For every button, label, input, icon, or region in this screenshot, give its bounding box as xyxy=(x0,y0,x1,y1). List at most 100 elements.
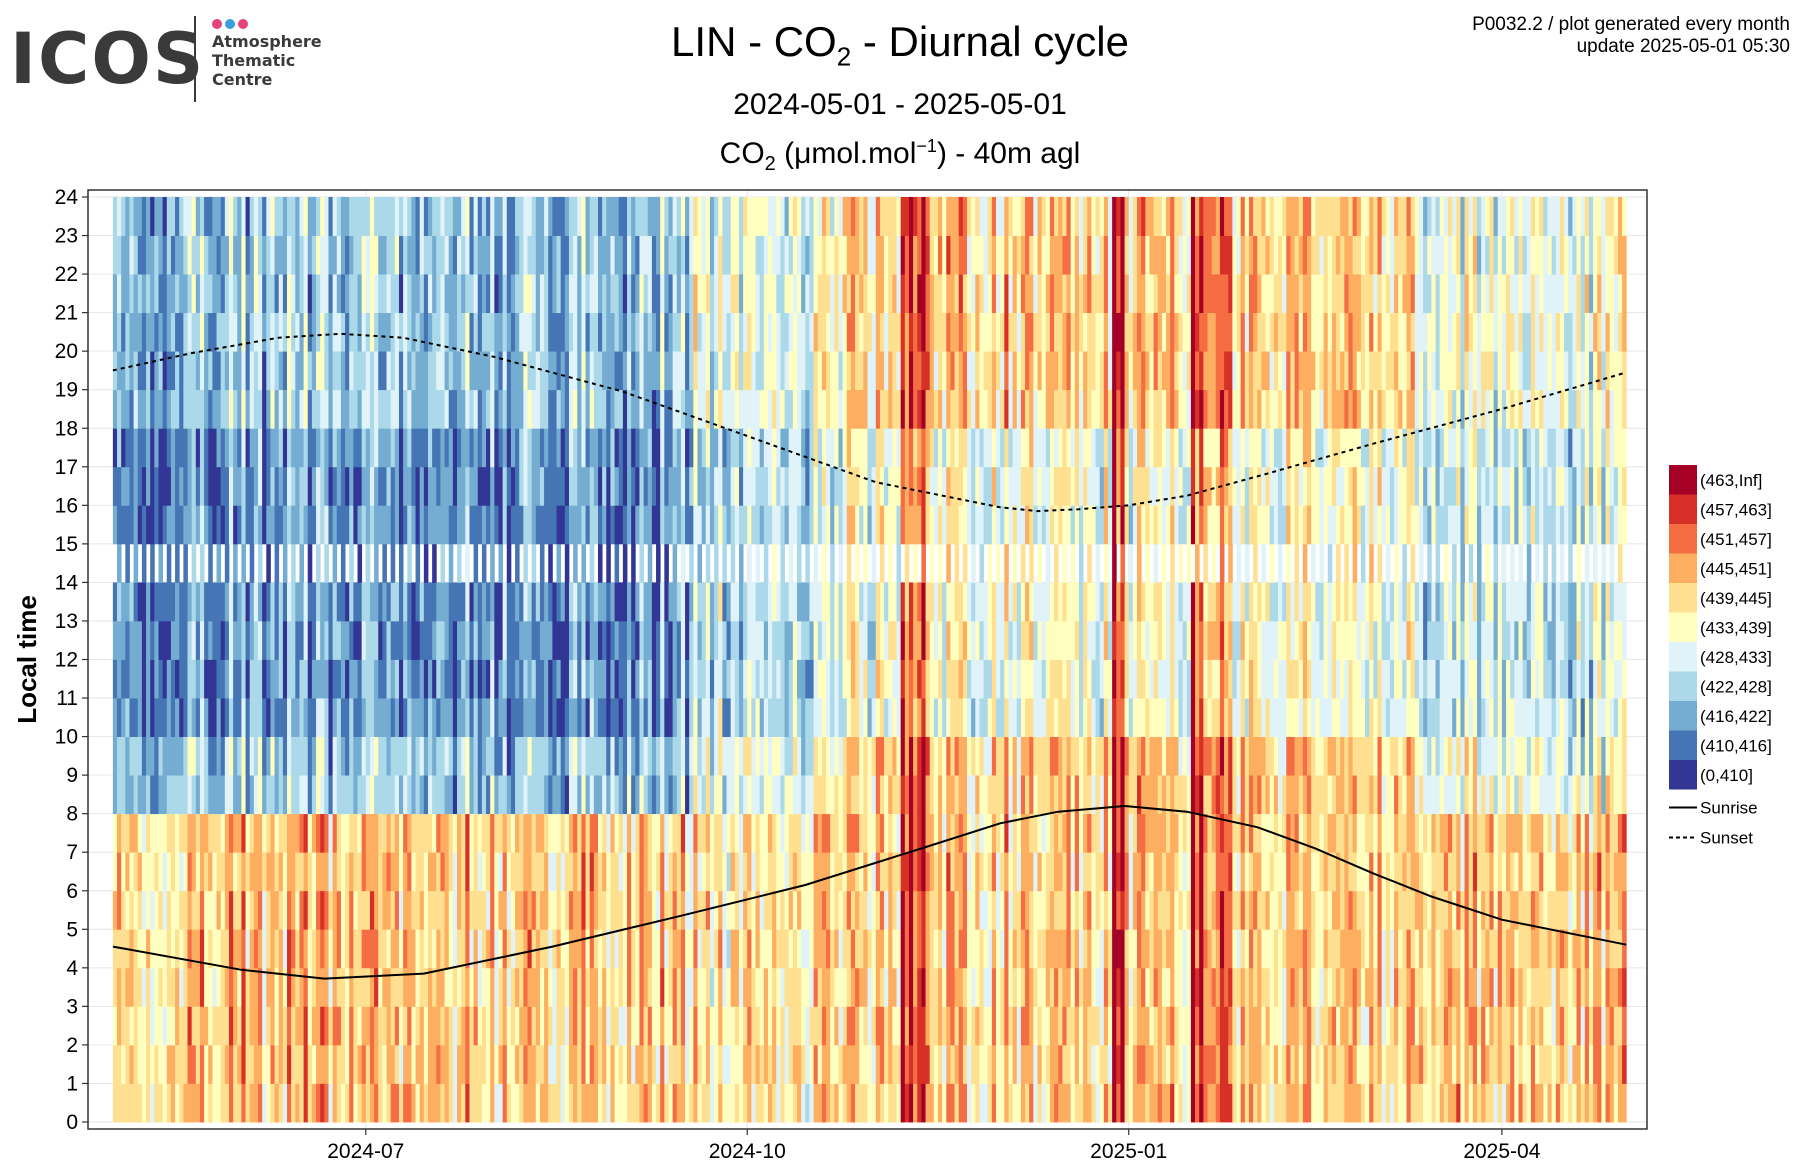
heatmap-cell xyxy=(813,698,819,737)
heatmap-cell xyxy=(237,620,242,660)
heatmap-cell xyxy=(307,775,313,815)
heatmap-cell xyxy=(958,505,964,545)
heatmap-cell xyxy=(917,852,922,892)
heatmap-cell xyxy=(212,775,217,815)
heatmap-cell xyxy=(378,1006,383,1046)
heatmap-cell xyxy=(407,505,412,545)
heatmap-cell xyxy=(776,274,781,314)
heatmap-cell xyxy=(515,775,520,815)
heatmap-cell xyxy=(967,929,972,969)
heatmap-cell xyxy=(299,852,305,892)
heatmap-cell xyxy=(975,582,980,622)
heatmap-cell xyxy=(357,890,363,930)
heatmap-cell xyxy=(767,890,773,930)
heatmap-cell xyxy=(183,967,188,1007)
heatmap-cell xyxy=(506,543,512,583)
heatmap-cell xyxy=(676,659,682,699)
heatmap-cell xyxy=(937,1083,943,1123)
heatmap-cell xyxy=(614,1006,620,1046)
heatmap-cell xyxy=(755,1044,761,1084)
heatmap-cell xyxy=(975,813,980,853)
heatmap-cell xyxy=(855,698,860,737)
heatmap-cell xyxy=(220,929,226,969)
heatmap-cell xyxy=(133,852,139,892)
heatmap-cell xyxy=(133,620,139,660)
heatmap-cell xyxy=(249,1083,255,1123)
heatmap-cell xyxy=(606,197,611,236)
heatmap-cell xyxy=(734,351,740,391)
heatmap-cell xyxy=(208,505,213,545)
heatmap-cell xyxy=(175,659,180,699)
heatmap-cell xyxy=(614,197,620,236)
heatmap-cell xyxy=(117,582,122,622)
heatmap-cell xyxy=(311,852,317,892)
heatmap-cell xyxy=(436,967,441,1007)
heatmap-cell xyxy=(233,852,238,892)
heatmap-cell xyxy=(859,428,864,468)
heatmap-cell xyxy=(523,967,528,1007)
heatmap-cell xyxy=(303,312,309,352)
heatmap-cell xyxy=(701,466,707,506)
heatmap-cell xyxy=(390,775,396,815)
heatmap-cell xyxy=(519,235,524,275)
heatmap-cell xyxy=(195,197,201,236)
heatmap-cell xyxy=(216,351,222,391)
heatmap-cell xyxy=(593,389,599,429)
heatmap-cell xyxy=(933,813,939,853)
heatmap-cell xyxy=(519,428,524,468)
heatmap-cell xyxy=(125,1044,130,1084)
heatmap-cell xyxy=(365,1083,371,1123)
heatmap-cell xyxy=(303,235,309,275)
heatmap-cell xyxy=(676,312,682,352)
heatmap-cell xyxy=(772,274,777,314)
heatmap-cell xyxy=(606,775,611,815)
heatmap-cell xyxy=(664,312,669,352)
heatmap-cell xyxy=(647,505,653,545)
heatmap-cell xyxy=(519,929,524,969)
heatmap-cell xyxy=(904,235,910,275)
heatmap-cell xyxy=(469,197,475,236)
heatmap-cell xyxy=(394,929,400,969)
heatmap-cell xyxy=(452,197,458,236)
heatmap-cell xyxy=(378,620,383,660)
heatmap-cell xyxy=(875,466,881,506)
heatmap-cell xyxy=(498,351,504,391)
heatmap-cell xyxy=(776,1083,781,1123)
heatmap-cell xyxy=(158,274,164,314)
heatmap-cell xyxy=(933,852,939,892)
heatmap-cell xyxy=(224,698,230,737)
heatmap-cell xyxy=(535,1006,541,1046)
heatmap-cell xyxy=(436,775,441,815)
heatmap-cell xyxy=(154,351,159,391)
heatmap-cell xyxy=(357,505,363,545)
heatmap-cell xyxy=(672,775,678,815)
heatmap-cell xyxy=(427,659,433,699)
heatmap-cell xyxy=(332,505,338,545)
heatmap-cell xyxy=(958,197,964,236)
heatmap-cell xyxy=(340,235,346,275)
heatmap-cell xyxy=(129,197,135,236)
heatmap-cell xyxy=(830,312,835,352)
heatmap-cell xyxy=(689,505,694,545)
heatmap-cell xyxy=(826,775,831,815)
heatmap-cell xyxy=(523,428,528,468)
heatmap-cell xyxy=(436,505,441,545)
heatmap-cell xyxy=(643,312,649,352)
heatmap-cell xyxy=(896,582,902,622)
heatmap-cell xyxy=(461,312,466,352)
heatmap-cell xyxy=(258,389,263,429)
heatmap-cell xyxy=(187,351,193,391)
heatmap-cell xyxy=(419,197,425,236)
heatmap-cell xyxy=(925,620,931,660)
heatmap-cell xyxy=(958,1044,964,1084)
heatmap-cell xyxy=(967,659,972,699)
heatmap-cell xyxy=(859,736,864,776)
heatmap-cell xyxy=(270,736,275,776)
heatmap-cell xyxy=(763,929,769,969)
heatmap-cell xyxy=(166,312,172,352)
heatmap-cell xyxy=(718,312,723,352)
heatmap-cell xyxy=(539,505,545,545)
heatmap-cell xyxy=(879,351,885,391)
heatmap-cell xyxy=(863,351,868,391)
heatmap-cell xyxy=(759,929,765,969)
